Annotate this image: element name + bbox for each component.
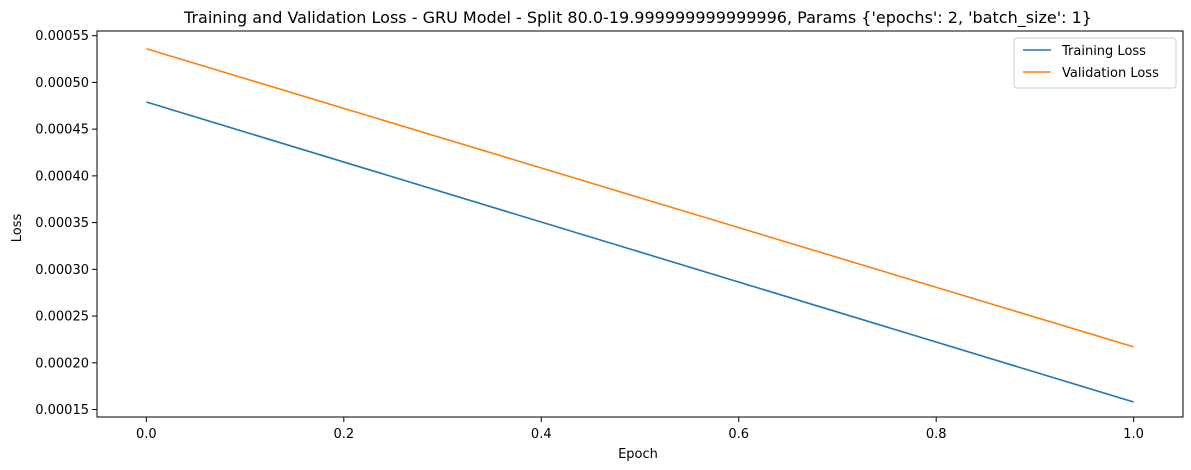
y-axis-label: Loss bbox=[10, 214, 25, 243]
series-layer bbox=[146, 47, 1134, 403]
plot-frame bbox=[96, 30, 1184, 418]
x-tick-label: 0.4 bbox=[531, 427, 552, 442]
x-tick-label: 0.2 bbox=[333, 427, 354, 442]
x-axis-label: Epoch bbox=[618, 447, 658, 462]
y-tick-label: 0.00035 bbox=[35, 216, 89, 231]
legend-label-validation-loss: Validation Loss bbox=[1062, 66, 1159, 81]
x-tick-label: 0.0 bbox=[136, 427, 157, 442]
y-tick-label: 0.00050 bbox=[35, 76, 89, 91]
y-tick-label: 0.00040 bbox=[35, 169, 89, 184]
y-tick-label: 0.00020 bbox=[35, 356, 89, 371]
x-tick-label: 0.8 bbox=[926, 427, 947, 442]
chart-title: Training and Validation Loss - GRU Model… bbox=[183, 8, 1092, 28]
legend: Training Loss Validation Loss bbox=[1013, 37, 1177, 89]
y-tick-label: 0.00030 bbox=[35, 263, 89, 278]
x-tick-label: 1.0 bbox=[1123, 427, 1144, 442]
legend-box bbox=[1013, 37, 1177, 89]
y-tick-label: 0.00055 bbox=[35, 29, 89, 44]
series-line-training-loss bbox=[146, 101, 1134, 403]
y-tick-label: 0.00015 bbox=[35, 403, 89, 418]
plot-area bbox=[97, 31, 1183, 417]
x-axis-ticks: 0.0 0.2 0.4 0.6 0.8 1.0 bbox=[136, 417, 1144, 442]
x-tick-label: 0.6 bbox=[728, 427, 749, 442]
y-tick-label: 0.00025 bbox=[35, 310, 89, 325]
y-axis-ticks: 0.00015 0.00020 0.00025 0.00030 0.00035 0.000… bbox=[35, 29, 97, 418]
y-tick-label: 0.00045 bbox=[35, 123, 89, 138]
legend-label-training-loss: Training Loss bbox=[1061, 44, 1146, 59]
series-line-validation-loss bbox=[146, 47, 1134, 348]
